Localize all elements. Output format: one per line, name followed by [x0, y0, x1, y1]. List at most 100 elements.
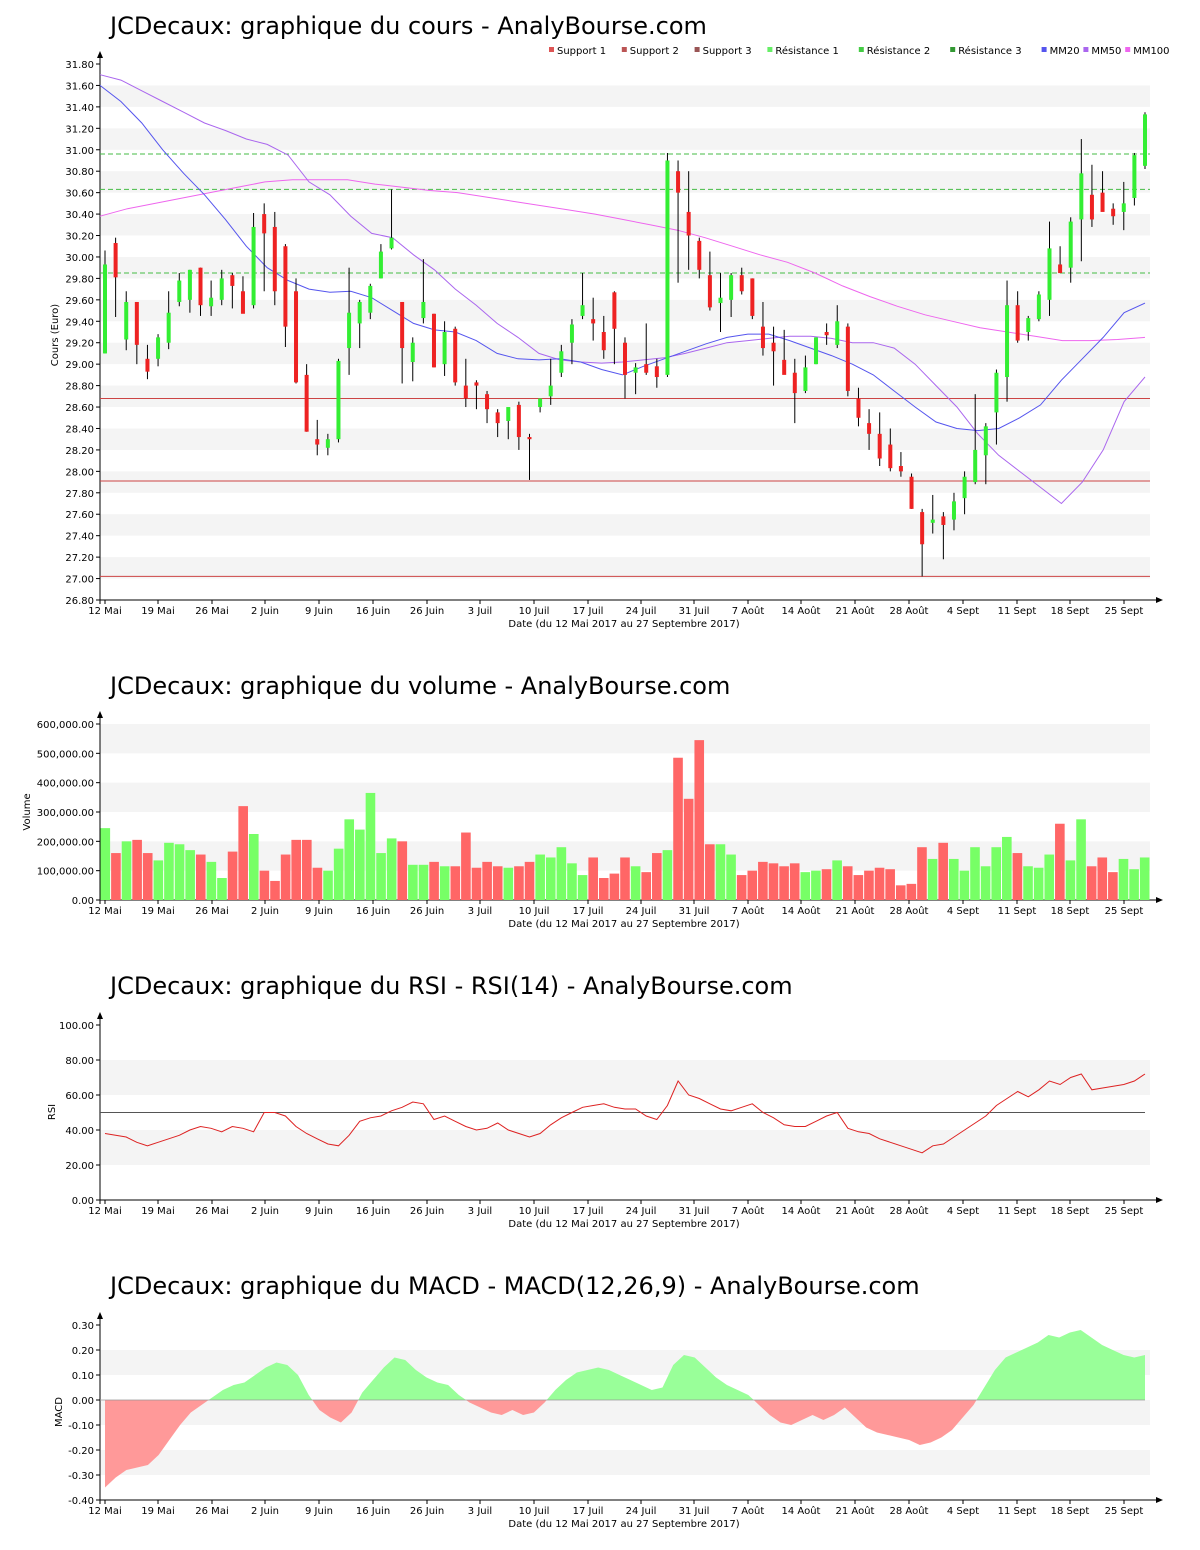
volume-bar: [439, 866, 450, 900]
candle-body: [676, 171, 681, 193]
macd-x-tick-label: 7 Août: [732, 1505, 765, 1517]
volume-bar: [938, 842, 948, 900]
candle-body: [569, 324, 574, 343]
macd-x-tick-label: 26 Juin: [410, 1506, 444, 1517]
candle-body: [750, 278, 755, 316]
legend-entry: MM20: [1050, 46, 1080, 57]
macd-grid-band: [100, 1400, 1150, 1425]
candle-body: [209, 297, 214, 307]
volume-bar: [577, 875, 588, 900]
macd-x-tick-label: 4 Sept: [947, 1506, 979, 1517]
candle-body: [378, 251, 383, 279]
candle-body: [442, 332, 447, 365]
volume-x-tick-label: 3 Juil: [468, 906, 492, 917]
candle-body: [729, 275, 734, 300]
volume-x-tick-label: 28 Août: [890, 905, 929, 917]
volume-bar: [248, 834, 259, 900]
candle-body: [983, 426, 988, 456]
legend-entry: Support 3: [703, 46, 752, 57]
price-y-tick-label: 30.20: [65, 232, 94, 243]
macd-x-tick-label: 10 Juil: [519, 1506, 550, 1517]
price-y-tick-label: 29.00: [65, 360, 94, 371]
candle-body: [782, 359, 787, 375]
candle-body: [262, 214, 267, 234]
price-x-tick-label: 28 Août: [890, 605, 929, 617]
volume-bar: [418, 864, 429, 900]
volume-bar: [259, 870, 270, 900]
price-grid-band: [100, 428, 1150, 450]
volume-bar: [111, 853, 121, 900]
price-x-tick-label: 26 Juin: [410, 606, 444, 617]
volume-bar: [821, 869, 832, 900]
candle-body: [888, 444, 893, 469]
candle-body: [644, 364, 649, 373]
macd-x-tick-label: 12 Mai: [88, 1506, 121, 1517]
candle-body: [1089, 194, 1094, 220]
volume-x-tick-label: 14 Août: [782, 905, 821, 917]
volume-grid-band: [100, 782, 1150, 812]
legend-swatch: [1125, 47, 1131, 52]
legend-swatch: [694, 47, 700, 52]
price-y-tick-label: 30.80: [65, 167, 94, 178]
candle-body: [760, 326, 765, 349]
rsi-x-arrow: [1156, 1197, 1163, 1203]
volume-bar: [164, 842, 174, 900]
candle-body: [898, 466, 903, 472]
macd-x-tick-label: 28 Août: [890, 1505, 929, 1517]
candle-body: [495, 412, 500, 424]
volume-bar: [450, 866, 461, 900]
mm100-line: [99, 179, 1146, 342]
price-y-tick-label: 30.40: [65, 210, 94, 221]
volume-bar: [206, 861, 217, 900]
price-y-tick-label: 28.60: [65, 403, 94, 414]
volume-bar: [1055, 823, 1065, 900]
candle-body: [113, 243, 118, 278]
volume-bar: [662, 850, 673, 900]
volume-bar: [217, 878, 227, 900]
legend-swatch: [767, 47, 773, 52]
macd-x-tick-label: 25 Sept: [1105, 1506, 1144, 1517]
volume-bar: [100, 828, 111, 900]
volume-bar: [429, 861, 439, 900]
macd-y-tick-label: -0.30: [68, 1471, 94, 1482]
volume-bar: [355, 829, 365, 900]
candle-body: [463, 385, 468, 399]
volume-bar: [832, 860, 842, 900]
macd-y-label: MACD: [54, 1397, 65, 1427]
candle-body: [814, 337, 819, 365]
price-chart-title: JCDecaux: graphique du cours - AnalyBour…: [108, 12, 707, 40]
volume-bar: [386, 838, 397, 900]
rsi-y-tick-label: 40.00: [65, 1126, 94, 1137]
macd-y-tick-label: -0.40: [68, 1496, 94, 1507]
candle-body: [431, 313, 436, 368]
volume-bar: [906, 883, 917, 900]
volume-chart-title: JCDecaux: graphique du volume - AnalyBou…: [108, 672, 730, 700]
macd-x-tick-label: 18 Sept: [1051, 1506, 1090, 1517]
volume-bar: [408, 864, 418, 900]
volume-bar: [970, 847, 980, 900]
volume-bar: [736, 875, 747, 900]
candle-body: [474, 382, 479, 386]
volume-bar: [864, 870, 874, 900]
candle-body: [962, 476, 967, 499]
volume-bar: [1139, 857, 1150, 900]
candle-body: [1121, 203, 1126, 212]
macd-x-tick-label: 31 Juil: [679, 1506, 710, 1517]
price-y-tick-label: 30.60: [65, 189, 94, 200]
price-y-tick-label: 30.00: [65, 253, 94, 264]
volume-bar: [195, 854, 206, 900]
volume-bar: [142, 853, 153, 900]
volume-x-tick-label: 11 Sept: [998, 906, 1037, 917]
price-x-tick-label: 16 Juin: [356, 606, 390, 617]
price-x-tick-label: 7 Août: [732, 605, 765, 617]
candle-body: [633, 367, 638, 373]
volume-x-tick-label: 26 Mai: [195, 906, 228, 917]
volume-bar: [694, 740, 705, 900]
macd-x-tick-label: 26 Mai: [195, 1506, 228, 1517]
candle-body: [325, 439, 330, 448]
price-grid-band: [100, 171, 1150, 193]
price-grid-band: [100, 471, 1150, 493]
rsi-x-label: Date (du 12 Mai 2017 au 27 Septembre 201…: [508, 1219, 739, 1230]
candle-body: [697, 240, 702, 270]
